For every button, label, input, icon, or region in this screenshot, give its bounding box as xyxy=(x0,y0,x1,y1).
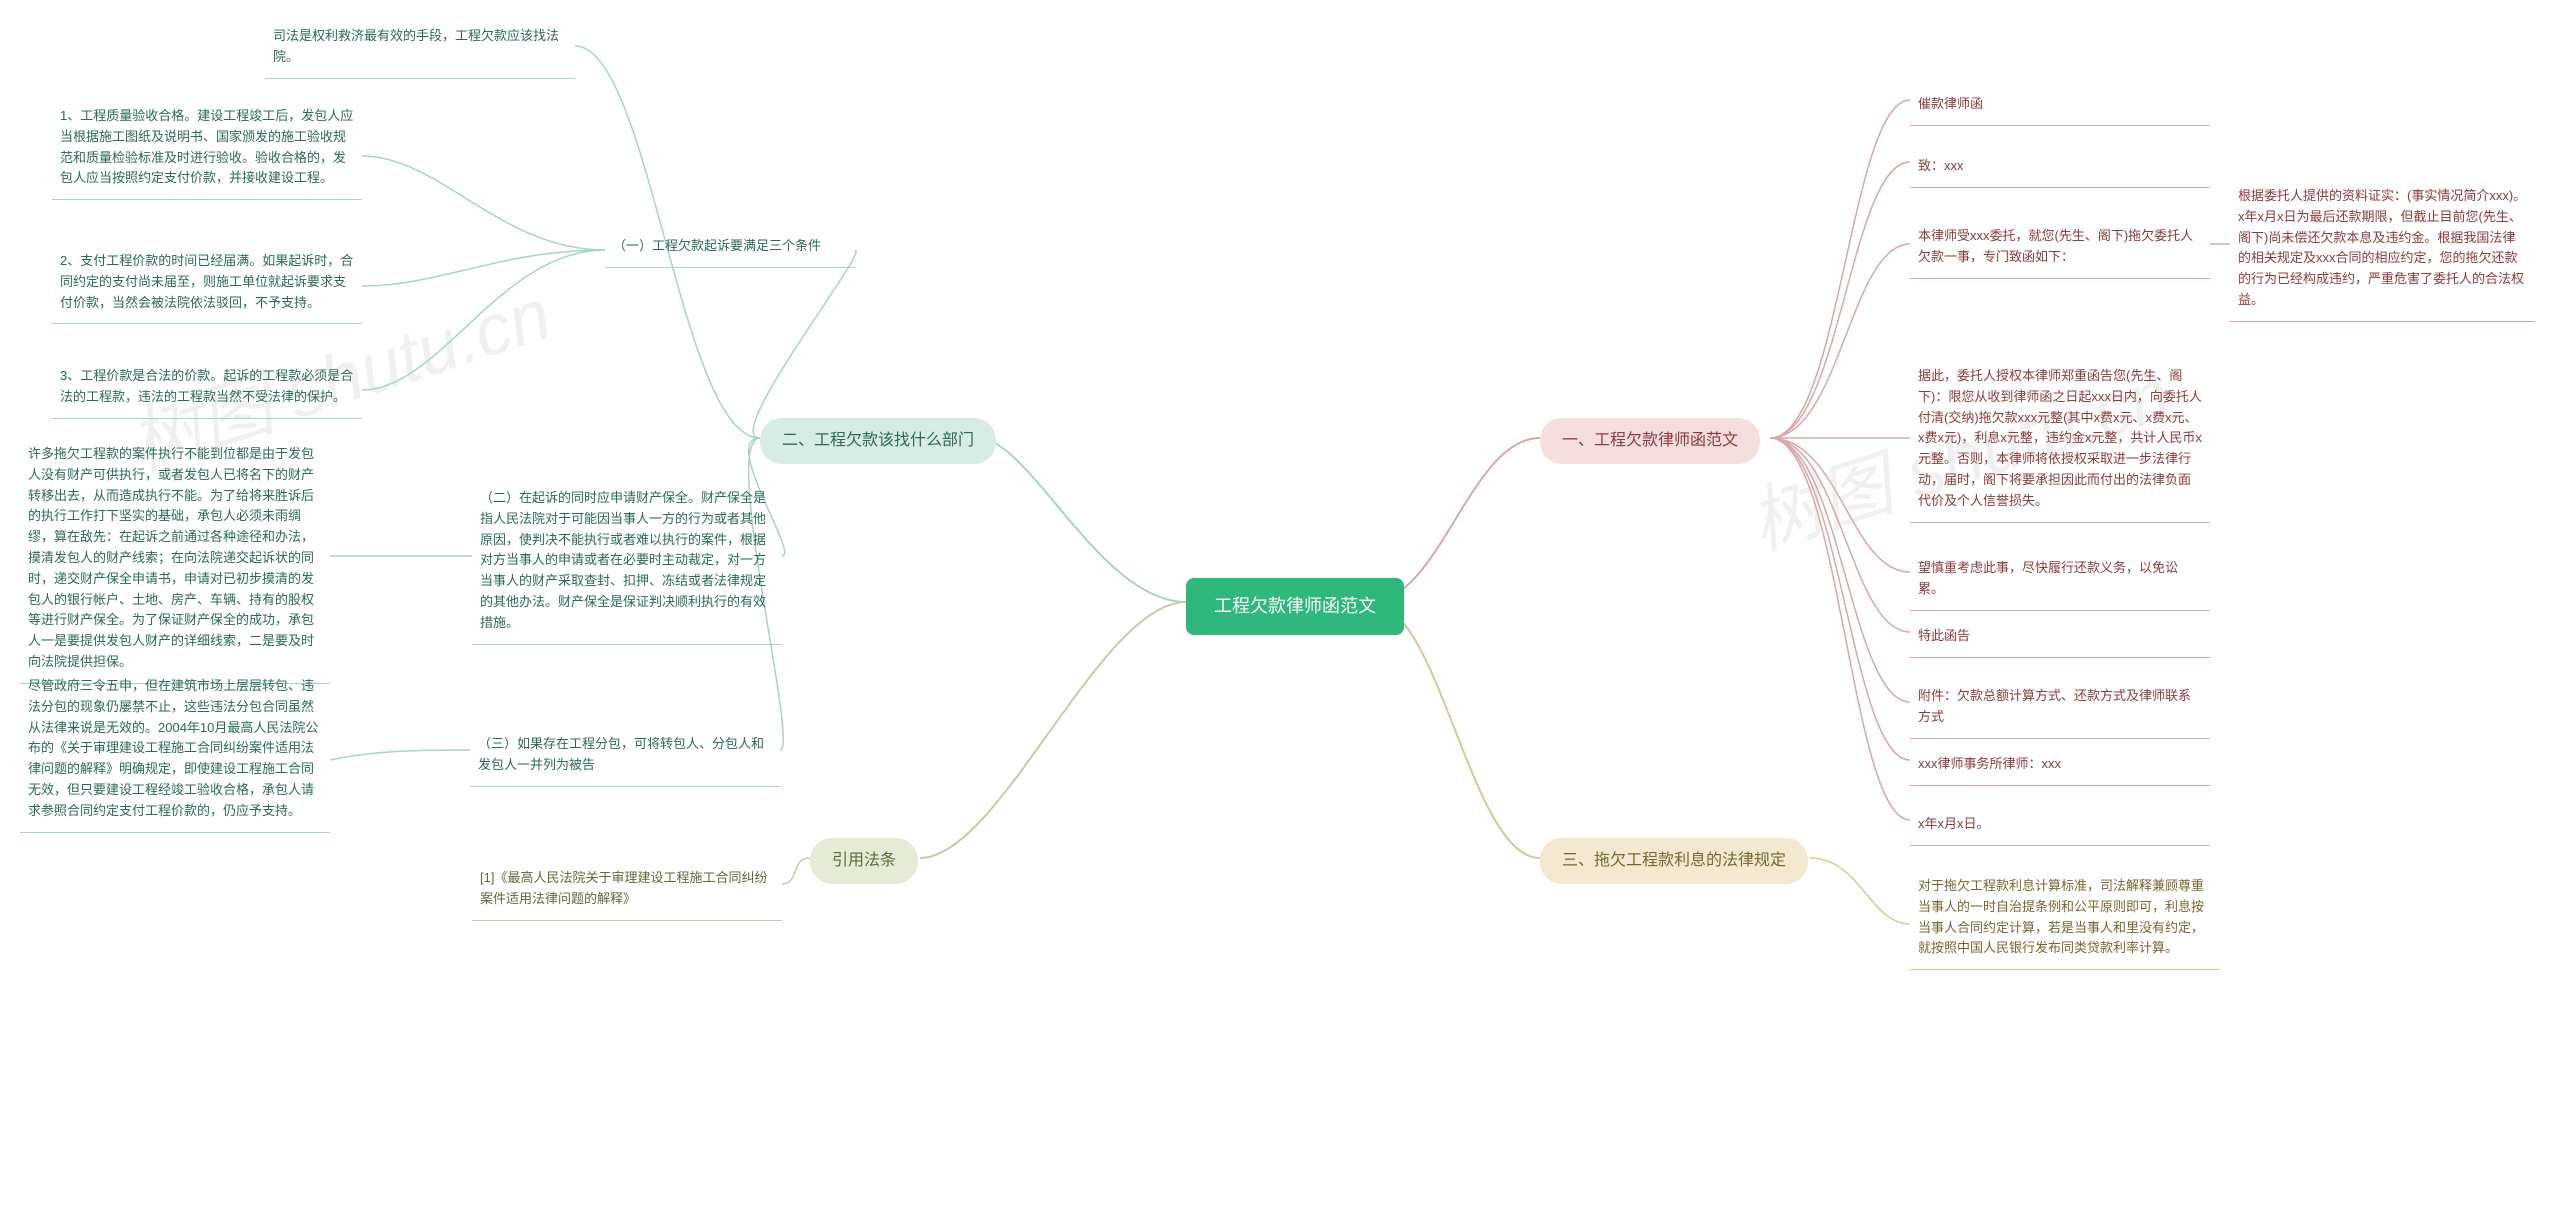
b2-sub3-1[interactable]: 尽管政府三令五申，但在建筑市场上层层转包、违法分包的现象仍屡禁不止，这些违法分包… xyxy=(20,670,330,833)
b3-leaf-1[interactable]: 对于拖欠工程款利息计算标准，司法解释兼顾尊重当事人的一时自治提条例和公平原则即可… xyxy=(1910,870,2220,970)
b1-leaf-2[interactable]: 致：xxx xyxy=(1910,150,2210,188)
b1-leaf-3a[interactable]: 根据委托人提供的资料证实：(事实情况简介xxx)。x年x月x日为最后还款期限，但… xyxy=(2230,180,2535,322)
b2-sub1-1[interactable]: 1、工程质量验收合格。建设工程竣工后，发包人应当根据施工图纸及说明书、国家颁发的… xyxy=(52,100,362,200)
b2-sub2[interactable]: （二）在起诉的同时应申请财产保全。财产保全是指人民法院对于可能因当事人一方的行为… xyxy=(472,482,782,645)
b1-leaf-9[interactable]: x年x月x日。 xyxy=(1910,808,2210,846)
b2-sub0[interactable]: 司法是权利救济最有效的手段，工程欠款应该找法院。 xyxy=(265,20,575,79)
b1-leaf-1[interactable]: 催款律师函 xyxy=(1910,88,2210,126)
b2-sub2-1[interactable]: 许多拖欠工程款的案件执行不能到位都是由于发包人没有财产可供执行，或者发包人已将名… xyxy=(20,438,330,684)
b1-leaf-8[interactable]: xxx律师事务所律师：xxx xyxy=(1910,748,2210,786)
b2-sub3[interactable]: （三）如果存在工程分包，可将转包人、分包人和发包人一并列为被告 xyxy=(470,728,780,787)
center-node[interactable]: 工程欠款律师函范文 xyxy=(1186,578,1404,635)
b1-leaf-3[interactable]: 本律师受xxx委托，就您(先生、阁下)拖欠委托人欠款一事，专门致函如下： xyxy=(1910,220,2210,279)
b4-leaf-1[interactable]: [1]《最高人民法院关于审理建设工程施工合同纠纷案件适用法律问题的解释》 xyxy=(472,862,782,921)
b1-leaf-4[interactable]: 据此，委托人授权本律师郑重函告您(先生、阁下)：限您从收到律师函之日起xxx日内… xyxy=(1910,360,2210,523)
branch-2[interactable]: 二、工程欠款该找什么部门 xyxy=(760,418,996,464)
b2-sub1-3[interactable]: 3、工程价款是合法的价款。起诉的工程款必须是合法的工程款，违法的工程款当然不受法… xyxy=(52,360,362,419)
branch-3[interactable]: 三、拖欠工程款利息的法律规定 xyxy=(1540,838,1808,884)
b1-leaf-6[interactable]: 特此函告 xyxy=(1910,620,2210,658)
b1-leaf-7[interactable]: 附件：欠款总额计算方式、还款方式及律师联系方式 xyxy=(1910,680,2210,739)
branch-1[interactable]: 一、工程欠款律师函范文 xyxy=(1540,418,1760,464)
b2-sub1[interactable]: （一）工程欠款起诉要满足三个条件 xyxy=(605,230,855,268)
branch-4[interactable]: 引用法条 xyxy=(810,838,918,884)
b2-sub1-2[interactable]: 2、支付工程价款的时间已经届满。如果起诉时，合同约定的支付尚未届至，则施工单位就… xyxy=(52,245,362,324)
b1-leaf-5[interactable]: 望慎重考虑此事，尽快履行还款义务，以免讼累。 xyxy=(1910,552,2210,611)
